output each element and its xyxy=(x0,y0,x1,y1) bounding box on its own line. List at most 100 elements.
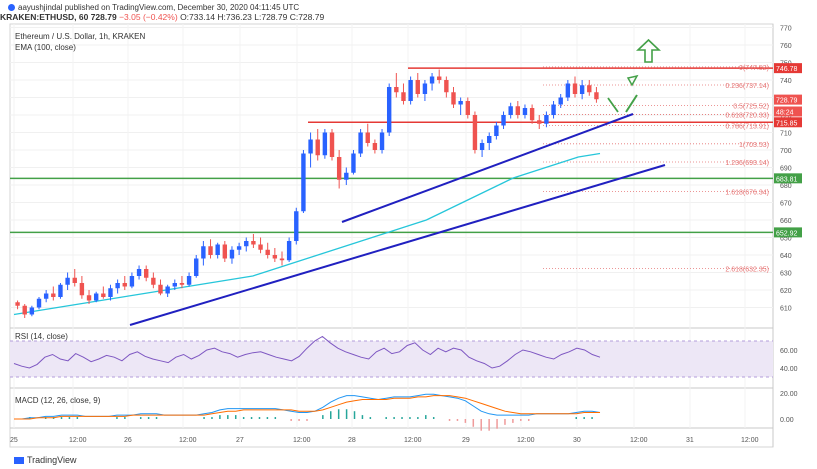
candle-body xyxy=(215,244,220,255)
candle-body xyxy=(415,80,420,94)
candle-body xyxy=(286,241,292,261)
x-tick-label: 29 xyxy=(462,437,470,444)
macd-tick-label: 20.00 xyxy=(780,391,798,398)
fib-label: 0.236(737.14) xyxy=(725,83,769,90)
fib-label: 0.618(720.33) xyxy=(725,112,769,119)
candle-body xyxy=(315,139,320,156)
candle-body xyxy=(565,83,571,98)
y-tick-label: 660 xyxy=(780,218,792,225)
y-tick-label: 620 xyxy=(780,288,792,295)
candle-body xyxy=(429,76,435,84)
candle-body xyxy=(579,85,585,94)
last-price: 728.79 xyxy=(90,12,117,22)
candle-body xyxy=(451,92,456,105)
candle-body xyxy=(472,115,478,150)
candle-body xyxy=(165,286,170,294)
candle-body xyxy=(136,269,142,276)
candle-body xyxy=(251,241,256,245)
candle-body xyxy=(544,115,549,124)
candle-body xyxy=(479,143,485,150)
candle-body xyxy=(129,276,135,287)
candle-body xyxy=(422,83,428,94)
candle-body xyxy=(558,97,563,105)
candle-body xyxy=(336,157,342,180)
candle-body xyxy=(36,298,42,308)
y-tick-label: 630 xyxy=(780,271,792,278)
fib-label: 1.618(676.34) xyxy=(725,189,769,196)
ema-legend: EMA (100, close) xyxy=(15,43,76,52)
rsi-line xyxy=(13,335,601,369)
candle-body xyxy=(501,115,506,126)
candle-body xyxy=(79,283,85,296)
level-tag xyxy=(774,227,802,238)
candle-body xyxy=(122,283,127,287)
y-tick-label: 740 xyxy=(780,78,792,85)
candle-body xyxy=(101,293,106,297)
candle-body xyxy=(229,249,235,259)
y-tick-label: 760 xyxy=(780,43,792,50)
macd-legend: MACD (12, 26, close, 9) xyxy=(15,396,101,405)
price-tag xyxy=(774,94,802,105)
symbol-line: KRAKEN:ETHUSD, 60 728.79 −3.05 (−0.42%) … xyxy=(0,12,324,22)
up-arrow-icon xyxy=(636,38,661,63)
signal-line xyxy=(14,395,600,420)
brand-label: TradingView xyxy=(27,455,77,465)
level-tag-label: 652.92 xyxy=(776,230,798,237)
green-arrow-head-icon xyxy=(626,74,639,87)
price-tag-label: 48:24 xyxy=(776,110,794,117)
price-tag-label: 728.79 xyxy=(776,98,798,105)
candle-body xyxy=(522,108,528,115)
y-tick-label: 700 xyxy=(780,148,792,155)
fib-label: 0.5(725.52) xyxy=(733,103,769,110)
y-tick-label: 680 xyxy=(780,183,792,190)
candle-body xyxy=(401,92,406,101)
candle-body xyxy=(322,132,328,156)
x-tick-label: 27 xyxy=(236,437,244,444)
candle-body xyxy=(93,293,99,301)
x-tick-label: 12:00 xyxy=(404,437,422,444)
fib-label: 2.618(632.35) xyxy=(725,266,769,273)
level-tag xyxy=(774,63,802,74)
x-tick-label: 12:00 xyxy=(630,437,648,444)
candle-body xyxy=(444,80,449,93)
x-tick-label: 26 xyxy=(124,437,132,444)
rsi-band xyxy=(10,341,773,377)
candle-body xyxy=(551,104,556,115)
candle-body xyxy=(108,288,113,297)
rsi-legend: RSI (14, close) xyxy=(15,332,68,341)
candle-body xyxy=(201,246,206,259)
x-tick-label: 12:00 xyxy=(179,437,197,444)
rsi-tick-label: 60.00 xyxy=(780,348,798,355)
candle-body xyxy=(208,246,213,255)
level-tag-label: 746.78 xyxy=(776,66,798,73)
candle-body xyxy=(194,258,199,276)
candle-body xyxy=(151,277,156,285)
candle-body xyxy=(144,269,149,278)
y-tick-label: 710 xyxy=(780,131,792,138)
candle-body xyxy=(379,132,385,150)
x-tick-label: 28 xyxy=(348,437,356,444)
candle-body xyxy=(29,307,35,315)
candle-body xyxy=(508,106,513,115)
x-tick-label: 30 xyxy=(573,437,581,444)
candle-body xyxy=(15,302,20,306)
candle-body xyxy=(265,249,270,255)
y-tick-label: 670 xyxy=(780,201,792,208)
candle-body xyxy=(515,106,521,115)
candle-body xyxy=(494,125,499,136)
ema-line xyxy=(13,152,601,316)
candle-body xyxy=(351,153,356,173)
x-tick-label: 12:00 xyxy=(517,437,535,444)
symbol-label: KRAKEN:ETHUSD, 60 xyxy=(0,12,89,22)
candle-body xyxy=(465,101,470,115)
logo-icon xyxy=(14,457,24,465)
candle-body xyxy=(172,283,177,287)
rsi-tick-label: 40.00 xyxy=(780,366,798,373)
chart-frame xyxy=(9,23,774,448)
y-tick-label: 650 xyxy=(780,236,792,243)
candle-body xyxy=(386,87,392,133)
candle-body xyxy=(72,277,77,283)
candle-body xyxy=(344,172,349,180)
fib-label: 1.236(693.14) xyxy=(725,160,769,167)
